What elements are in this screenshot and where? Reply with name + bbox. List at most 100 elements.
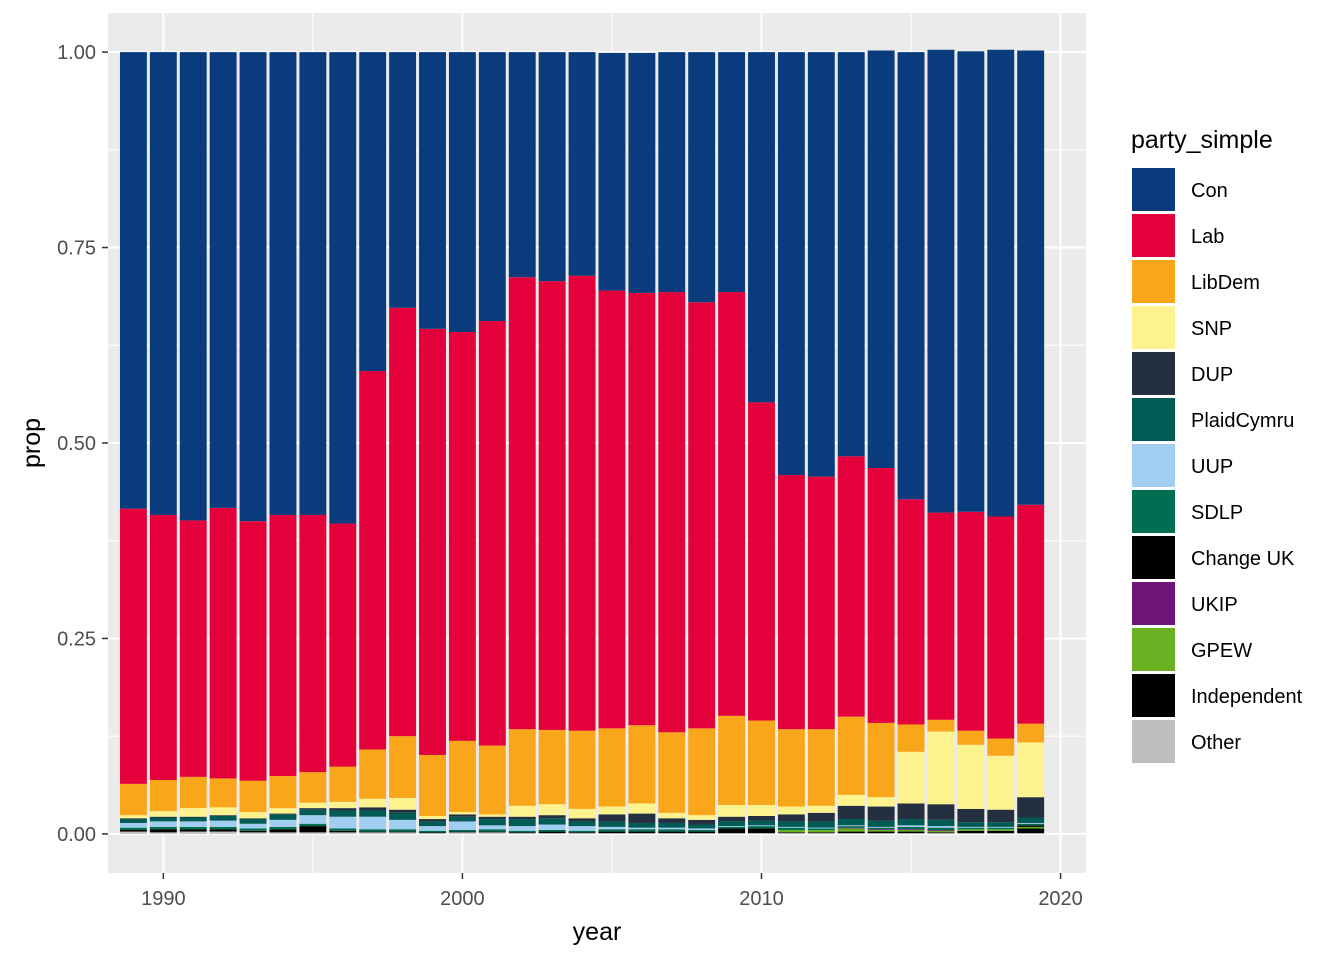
bar-segment-plaidcymru xyxy=(269,814,297,820)
bar-segment-other xyxy=(299,832,327,834)
bar-segment-uup xyxy=(807,827,835,829)
bar-segment-gpew xyxy=(777,830,805,833)
bar-segment-dup xyxy=(209,815,237,816)
bar-segment-sdlp xyxy=(119,827,147,830)
bar-segment-uup xyxy=(508,826,536,831)
bar-segment-other xyxy=(419,833,446,834)
bar-segment-lab xyxy=(269,514,297,777)
bar-segment-sdlp xyxy=(867,827,895,830)
bar-segment-snp xyxy=(179,808,207,817)
bar-segment-plaidcymru xyxy=(957,822,985,827)
bar-segment-independent xyxy=(688,831,716,834)
bar-segment-sdlp xyxy=(1017,823,1045,826)
bar-segment-con xyxy=(957,51,985,512)
bar-segment-dup xyxy=(807,812,835,822)
bar-segment-gpew xyxy=(987,829,1015,831)
bar-segment-plaidcymru xyxy=(658,822,686,828)
bar-segment-other xyxy=(448,832,476,834)
bar-segment-lab xyxy=(927,512,955,720)
bar-segment-snp xyxy=(658,812,686,819)
bar-segment-independent xyxy=(149,829,177,833)
bar-segment-snp xyxy=(628,803,656,814)
bar-segment-plaidcymru xyxy=(807,821,835,828)
bar-segment-uup xyxy=(239,823,267,829)
legend-label: Independent xyxy=(1191,686,1303,708)
bar-segment-con xyxy=(149,52,177,515)
bar-segment-independent xyxy=(957,830,985,834)
bar-segment-uup xyxy=(867,826,895,828)
bar-segment-uup xyxy=(538,824,566,830)
bar-segment-snp xyxy=(329,801,357,809)
bar-segment-con xyxy=(359,52,387,372)
bar-segment-sdlp xyxy=(987,827,1015,830)
bar-segment-other xyxy=(957,833,985,834)
bar-segment-con xyxy=(777,52,805,476)
bar-segment-libdem xyxy=(149,779,177,812)
bar-segment-con xyxy=(927,49,955,513)
bars xyxy=(119,49,1045,834)
bar-segment-lab xyxy=(658,292,686,733)
bar-segment-plaidcymru xyxy=(389,812,417,820)
bar-segment-lab xyxy=(957,511,985,731)
legend-label: SNP xyxy=(1191,318,1232,340)
bar-segment-libdem xyxy=(748,720,775,805)
bar-segment-gpew xyxy=(837,828,865,832)
bar-segment-con xyxy=(897,52,925,500)
bar-segment-sdlp xyxy=(448,830,476,832)
bar-segment-uup xyxy=(777,826,805,828)
bar-segment-dup xyxy=(987,809,1015,823)
legend-label: UKIP xyxy=(1191,594,1238,616)
bar-segment-independent xyxy=(269,829,297,833)
bar-segment-plaidcymru xyxy=(359,810,387,817)
bar-segment-libdem xyxy=(987,738,1015,756)
bar-segment-lab xyxy=(777,475,805,730)
bar-segment-libdem xyxy=(419,754,446,816)
bar-segment-libdem xyxy=(598,728,626,807)
bar-segment-con xyxy=(598,52,626,291)
bar-segment-plaidcymru xyxy=(777,821,805,827)
bar-segment-con xyxy=(628,52,656,293)
bar-segment-snp xyxy=(897,751,925,804)
bar-segment-lab xyxy=(748,402,775,721)
bar-segment-lab xyxy=(299,514,327,773)
bar-segment-sdlp xyxy=(957,827,985,830)
bar-segment-snp xyxy=(957,744,985,809)
bar-segment-con xyxy=(478,52,506,322)
bar-segment-independent xyxy=(748,828,775,834)
bar-segment-plaidcymru xyxy=(478,819,506,826)
x-tick-label: 2020 xyxy=(1038,888,1083,910)
bar-segment-libdem xyxy=(119,783,147,816)
legend-swatch xyxy=(1132,720,1175,763)
bar-segment-lab xyxy=(1017,504,1045,724)
bar-segment-ukip xyxy=(927,830,955,831)
bar-segment-plaidcymru xyxy=(688,824,716,829)
bar-segment-other xyxy=(329,832,357,834)
bar-segment-lab xyxy=(119,508,147,784)
y-tick-label: 1.00 xyxy=(57,42,96,64)
bar-segment-plaidcymru xyxy=(209,815,237,821)
bar-segment-sdlp xyxy=(269,826,297,830)
bar-segment-lab xyxy=(329,523,357,767)
bar-segment-snp xyxy=(598,806,626,815)
bar-segment-snp xyxy=(448,812,476,815)
bar-segment-snp xyxy=(239,812,267,819)
bar-segment-lab xyxy=(568,275,596,731)
bar-segment-sdlp xyxy=(149,826,177,830)
bar-segment-uup xyxy=(987,826,1015,828)
bar-segment-sdlp xyxy=(658,829,686,832)
x-tick-label: 2010 xyxy=(739,888,784,910)
bar-segment-dup xyxy=(478,816,506,820)
bar-segment-independent xyxy=(329,830,357,833)
bar-segment-other xyxy=(209,831,237,834)
bar-segment-independent xyxy=(119,830,147,832)
bar-segment-sdlp xyxy=(688,830,716,832)
bar-segment-sdlp xyxy=(598,829,626,832)
bar-segment-con xyxy=(448,52,476,332)
bar-segment-plaidcymru xyxy=(568,821,596,827)
bar-segment-dup xyxy=(568,818,596,822)
bar-segment-independent xyxy=(718,828,746,834)
bar-segment-libdem xyxy=(508,729,536,806)
bar-segment-sdlp xyxy=(179,826,207,830)
bar-segment-plaidcymru xyxy=(508,819,536,827)
bar-segment-libdem xyxy=(269,776,297,809)
